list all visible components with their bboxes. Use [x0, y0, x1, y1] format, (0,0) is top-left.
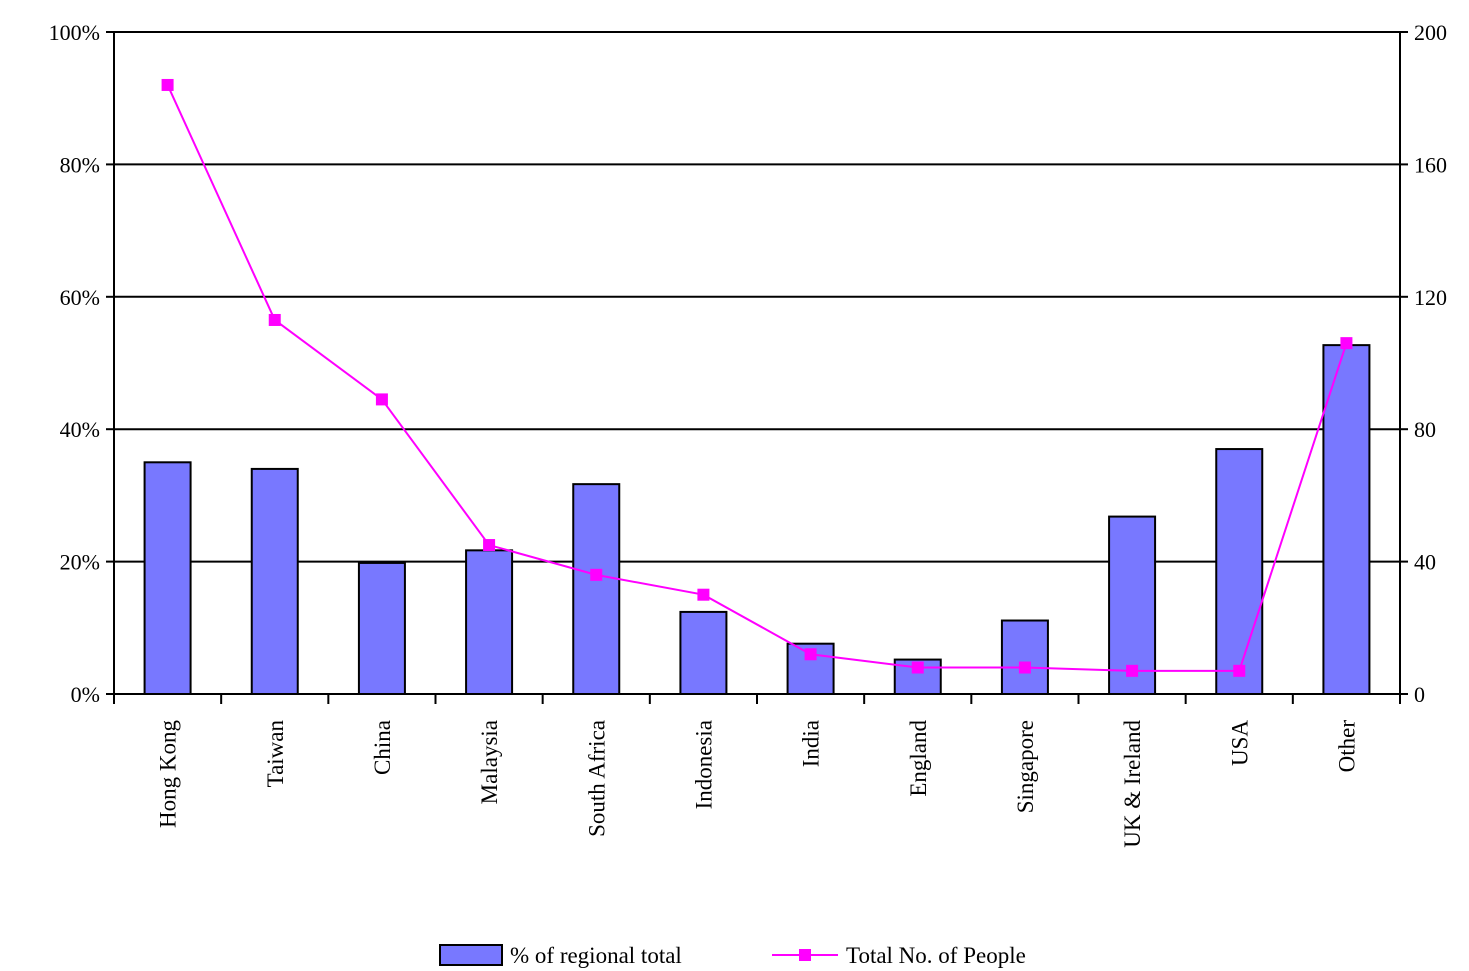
bar	[145, 462, 191, 694]
y-right-tick-label: 160	[1414, 152, 1447, 177]
line-series	[162, 79, 1353, 677]
bar	[359, 563, 405, 694]
x-tick-label: England	[906, 720, 931, 797]
x-tick-label: China	[370, 720, 395, 775]
bar	[1216, 449, 1262, 694]
x-tick-label: South Africa	[584, 720, 609, 837]
category-labels: Hong Kong Taiwan China Malaysia South Africa…	[156, 720, 1360, 848]
bar	[573, 484, 619, 694]
x-tick-label: Indonesia	[691, 720, 716, 809]
y-left-tick-label: 60%	[60, 285, 100, 310]
y-left-tick-label: 40%	[60, 417, 100, 442]
x-tick-label: USA	[1227, 720, 1252, 766]
line-marker	[483, 539, 495, 551]
bar	[1323, 345, 1369, 694]
y-left-tick-label: 0%	[71, 682, 100, 707]
legend-line-label: Total No. of People	[846, 943, 1026, 968]
bar	[1002, 621, 1048, 694]
x-tick-label: Malaysia	[477, 720, 502, 804]
y-left-tick-label: 100%	[49, 20, 100, 45]
y-right-tick-label: 80	[1414, 417, 1436, 442]
x-tick-label: UK & Ireland	[1120, 720, 1145, 848]
x-tick-label: Taiwan	[263, 720, 288, 788]
y-left-tick-label: 80%	[60, 152, 100, 177]
x-tick-label: India	[799, 720, 824, 767]
bar-series	[145, 345, 1370, 694]
line-marker	[1233, 665, 1245, 677]
y-left-tick-label: 20%	[60, 550, 100, 575]
gridlines	[114, 32, 1400, 562]
line-marker	[697, 589, 709, 601]
line-marker	[590, 569, 602, 581]
line-marker	[1019, 662, 1031, 674]
x-tick-label: Hong Kong	[156, 720, 181, 828]
legend-bar-swatch	[440, 945, 502, 965]
y-right-tick-label: 0	[1414, 682, 1425, 707]
y-right-tick-label: 120	[1414, 285, 1447, 310]
bar	[252, 469, 298, 694]
line-marker	[805, 648, 817, 660]
legend-line-marker	[799, 949, 811, 961]
line-marker	[269, 314, 281, 326]
y-right-tick-label: 40	[1414, 550, 1436, 575]
legend: % of regional total Total No. of People	[440, 943, 1026, 968]
line-marker	[912, 662, 924, 674]
line-marker	[376, 393, 388, 405]
x-tick-label: Other	[1334, 720, 1359, 773]
line-marker	[162, 79, 174, 91]
legend-bar-label: % of regional total	[510, 943, 682, 968]
x-tick-label: Singapore	[1013, 720, 1038, 813]
line-marker	[1340, 337, 1352, 349]
bar	[680, 612, 726, 694]
line-path	[168, 85, 1347, 671]
line-marker	[1126, 665, 1138, 677]
bar	[466, 550, 512, 694]
y-right-tick-label: 200	[1414, 20, 1447, 45]
